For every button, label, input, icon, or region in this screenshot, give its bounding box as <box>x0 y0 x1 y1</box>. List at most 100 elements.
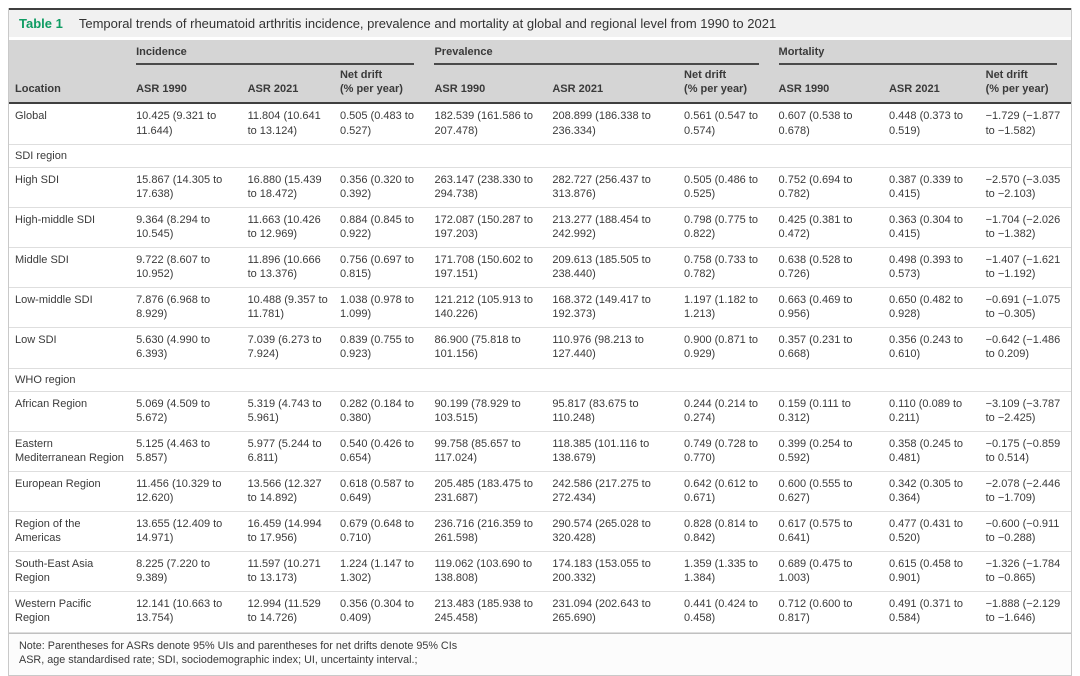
incidence-net_drift-cell: 1.224 (1.147 to 1.302) <box>333 551 429 593</box>
incidence-asr_2021-cell: 16.880 (15.439 to 18.472) <box>241 167 334 208</box>
mortality-net_drift-cell: −2.078 (−2.446 to −1.709) <box>979 471 1071 513</box>
prevalence-asr_2021-cell: 209.613 (185.505 to 238.440) <box>546 247 679 289</box>
column-header-mortality-asr-2021: ASR 2021 <box>882 65 980 105</box>
location-cell: Global <box>9 103 131 145</box>
incidence-asr_1990-cell: 7.876 (6.968 to 8.929) <box>130 287 242 329</box>
column-header-prevalence-asr-1990: ASR 1990 <box>428 65 547 105</box>
prevalence-asr_1990-cell: 236.716 (216.359 to 261.598) <box>428 511 547 553</box>
prevalence-asr_1990-cell: 172.087 (150.287 to 197.203) <box>428 207 547 249</box>
mortality-asr_1990-cell: 0.752 (0.694 to 0.782) <box>772 167 883 208</box>
incidence-asr_1990-cell: 15.867 (14.305 to 17.638) <box>130 167 242 208</box>
mortality-asr_2021-cell: 0.448 (0.373 to 0.519) <box>882 103 980 145</box>
table-number-label: Table 1 <box>19 16 63 31</box>
mortality-asr_2021-cell: 0.477 (0.431 to 0.520) <box>882 511 980 553</box>
column-header-mortality-net-drift: Net drift (% per year) <box>979 65 1071 105</box>
section-row: WHO region <box>9 368 1071 392</box>
mortality-asr_1990-cell: 0.399 (0.254 to 0.592) <box>772 431 883 472</box>
prevalence-net_drift-cell: 0.505 (0.486 to 0.525) <box>678 167 773 208</box>
group-header-prevalence: Prevalence <box>428 40 773 66</box>
prevalence-asr_1990-cell: 182.539 (161.586 to 207.478) <box>428 103 547 145</box>
column-header-prevalence-net-drift: Net drift (% per year) <box>678 65 773 105</box>
prevalence-asr_2021-cell: 242.586 (217.275 to 272.434) <box>546 471 679 513</box>
incidence-asr_1990-cell: 8.225 (7.220 to 9.389) <box>130 551 242 593</box>
incidence-asr_2021-cell: 11.663 (10.426 to 12.969) <box>241 207 334 249</box>
location-cell: Middle SDI <box>9 247 131 289</box>
mortality-asr_2021-cell: 0.110 (0.089 to 0.211) <box>882 391 980 432</box>
mortality-net_drift-cell: −1.704 (−2.026 to −1.382) <box>979 207 1071 249</box>
mortality-asr_1990-cell: 0.159 (0.111 to 0.312) <box>772 391 883 432</box>
incidence-asr_1990-cell: 9.364 (8.294 to 10.545) <box>130 207 242 249</box>
location-cell: High-middle SDI <box>9 207 131 249</box>
prevalence-asr_1990-cell: 121.212 (105.913 to 140.226) <box>428 287 547 329</box>
mortality-asr_1990-cell: 0.607 (0.538 to 0.678) <box>772 103 883 145</box>
mortality-asr_2021-cell: 0.615 (0.458 to 0.901) <box>882 551 980 593</box>
location-cell: African Region <box>9 391 131 432</box>
prevalence-asr_1990-cell: 171.708 (150.602 to 197.151) <box>428 247 547 289</box>
location-cell: Low-middle SDI <box>9 287 131 329</box>
incidence-asr_1990-cell: 10.425 (9.321 to 11.644) <box>130 103 242 145</box>
incidence-asr_2021-cell: 5.319 (4.743 to 5.961) <box>241 391 334 432</box>
incidence-asr_1990-cell: 5.069 (4.509 to 5.672) <box>130 391 242 432</box>
column-header-incidence-asr-1990: ASR 1990 <box>130 65 242 105</box>
incidence-net_drift-cell: 0.839 (0.755 to 0.923) <box>333 327 429 369</box>
mortality-asr_2021-cell: 0.363 (0.304 to 0.415) <box>882 207 980 249</box>
prevalence-asr_1990-cell: 263.147 (238.330 to 294.738) <box>428 167 547 208</box>
prevalence-asr_1990-cell: 119.062 (103.690 to 138.808) <box>428 551 547 593</box>
table-row: Global 10.425 (9.321 to 11.644) 11.804 (10… <box>9 103 1071 145</box>
incidence-net_drift-cell: 0.618 (0.587 to 0.649) <box>333 471 429 513</box>
incidence-net_drift-cell: 0.505 (0.483 to 0.527) <box>333 103 429 145</box>
mortality-asr_1990-cell: 0.712 (0.600 to 0.817) <box>772 591 883 633</box>
prevalence-asr_1990-cell: 90.199 (78.929 to 103.515) <box>428 391 547 432</box>
incidence-asr_2021-cell: 11.804 (10.641 to 13.124) <box>241 103 334 145</box>
mortality-net_drift-cell: −1.407 (−1.621 to −1.192) <box>979 247 1071 289</box>
table-caption: Table 1 Temporal trends of rheumatoid art… <box>9 8 1071 41</box>
table-row: African Region 5.069 (4.509 to 5.672) 5.31… <box>9 391 1071 432</box>
mortality-asr_2021-cell: 0.498 (0.393 to 0.573) <box>882 247 980 289</box>
prevalence-asr_2021-cell: 118.385 (101.116 to 138.679) <box>546 431 679 472</box>
incidence-asr_2021-cell: 5.977 (5.244 to 6.811) <box>241 431 334 472</box>
location-cell: Region of the Americas <box>9 511 131 553</box>
incidence-asr_1990-cell: 12.141 (10.663 to 13.754) <box>130 591 242 633</box>
prevalence-asr_2021-cell: 290.574 (265.028 to 320.428) <box>546 511 679 553</box>
prevalence-net_drift-cell: 0.561 (0.547 to 0.574) <box>678 103 773 145</box>
mortality-asr_1990-cell: 0.600 (0.555 to 0.627) <box>772 471 883 513</box>
footnote-line-2: ASR, age standardised rate; SDI, sociode… <box>19 654 418 667</box>
mortality-net_drift-cell: −0.691 (−1.075 to −0.305) <box>979 287 1071 329</box>
prevalence-asr_1990-cell: 213.483 (185.938 to 245.458) <box>428 591 547 633</box>
mortality-net_drift-cell: −1.729 (−1.877 to −1.582) <box>979 103 1071 145</box>
incidence-asr_2021-cell: 11.597 (10.271 to 13.173) <box>241 551 334 593</box>
prevalence-net_drift-cell: 0.642 (0.612 to 0.671) <box>678 471 773 513</box>
column-header-incidence-net-drift: Net drift (% per year) <box>333 65 429 105</box>
mortality-asr_2021-cell: 0.356 (0.243 to 0.610) <box>882 327 980 369</box>
incidence-asr_2021-cell: 11.896 (10.666 to 13.376) <box>241 247 334 289</box>
incidence-net_drift-cell: 0.679 (0.648 to 0.710) <box>333 511 429 553</box>
section-label: SDI region <box>9 144 1071 168</box>
prevalence-asr_1990-cell: 99.758 (85.657 to 117.024) <box>428 431 547 472</box>
mortality-net_drift-cell: −0.175 (−0.859 to 0.514) <box>979 431 1071 472</box>
section-row: SDI region <box>9 144 1071 168</box>
incidence-net_drift-cell: 0.540 (0.426 to 0.654) <box>333 431 429 472</box>
mortality-asr_2021-cell: 0.358 (0.245 to 0.481) <box>882 431 980 472</box>
incidence-asr_2021-cell: 12.994 (11.529 to 14.726) <box>241 591 334 633</box>
group-header-mortality: Mortality <box>772 40 1071 66</box>
table-row: High-middle SDI 9.364 (8.294 to 10.545) 11… <box>9 207 1071 249</box>
table-row: Middle SDI 9.722 (8.607 to 10.952) 11.896 … <box>9 247 1071 289</box>
incidence-asr_1990-cell: 5.630 (4.990 to 6.393) <box>130 327 242 369</box>
group-header-row: Location Incidence Prevalence Mortality <box>9 40 1071 105</box>
prevalence-net_drift-cell: 1.197 (1.182 to 1.213) <box>678 287 773 329</box>
mortality-asr_1990-cell: 0.689 (0.475 to 1.003) <box>772 551 883 593</box>
group-header-prevalence-label: Prevalence <box>434 44 759 66</box>
incidence-net_drift-cell: 0.282 (0.184 to 0.380) <box>333 391 429 432</box>
mortality-net_drift-cell: −1.326 (−1.784 to −0.865) <box>979 551 1071 593</box>
location-cell: Western Pacific Region <box>9 591 131 633</box>
incidence-net_drift-cell: 1.038 (0.978 to 1.099) <box>333 287 429 329</box>
prevalence-net_drift-cell: 0.441 (0.424 to 0.458) <box>678 591 773 633</box>
prevalence-asr_2021-cell: 95.817 (83.675 to 110.248) <box>546 391 679 432</box>
table-row: Low SDI 5.630 (4.990 to 6.393) 7.039 (6.27… <box>9 327 1071 369</box>
column-header-mortality-asr-1990: ASR 1990 <box>772 65 883 105</box>
incidence-asr_2021-cell: 13.566 (12.327 to 14.892) <box>241 471 334 513</box>
incidence-asr_1990-cell: 13.655 (12.409 to 14.971) <box>130 511 242 553</box>
group-header-incidence: Incidence <box>130 40 429 66</box>
group-header-mortality-label: Mortality <box>778 44 1057 66</box>
prevalence-net_drift-cell: 0.900 (0.871 to 0.929) <box>678 327 773 369</box>
